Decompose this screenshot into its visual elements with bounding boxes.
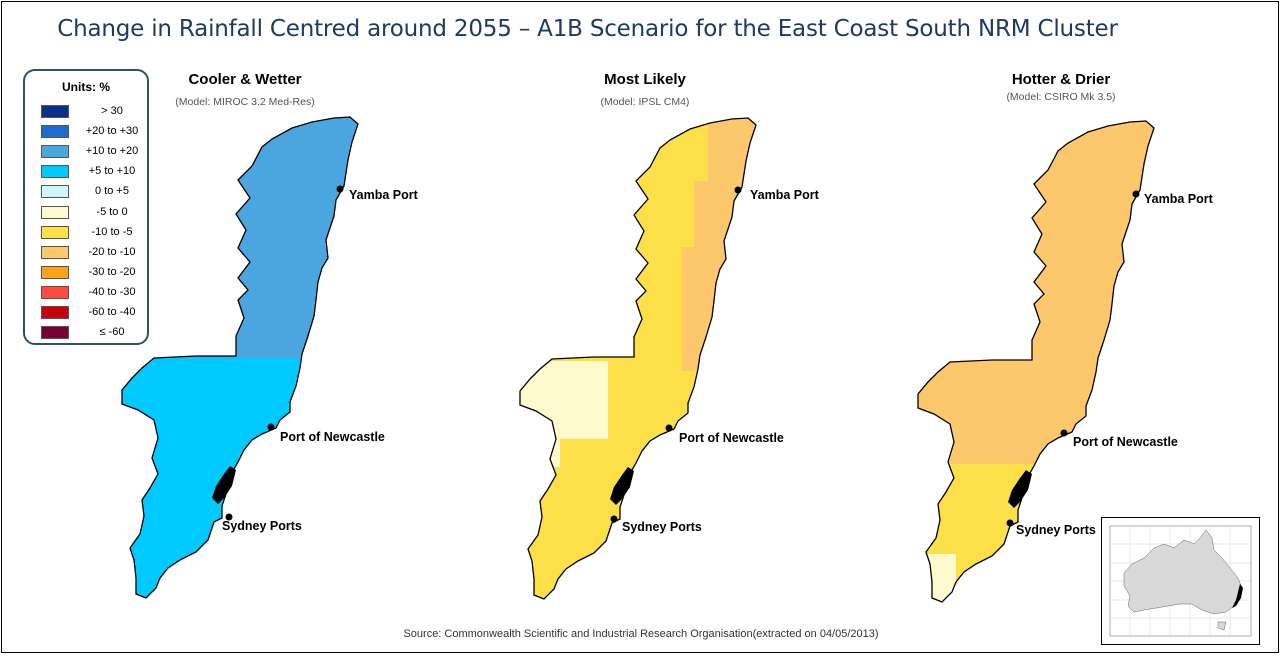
yamba-port-marker: [734, 186, 742, 194]
yamba-port-label: Yamba Port: [750, 188, 820, 202]
legend-label: -30 to -20: [88, 265, 136, 278]
legend-label: -60 to -40: [88, 306, 136, 318]
legend-item: ≤ -60: [41, 326, 146, 342]
estuary-shape: [610, 467, 634, 505]
sydney-port-marker: [610, 515, 618, 523]
newcastle-port-label: Port of Newcastle: [280, 430, 385, 444]
estuary-shape: [212, 466, 236, 504]
legend-label: +10 to +20: [85, 145, 139, 158]
legend-label: -10 to -5: [91, 225, 133, 238]
panel-2-subtitle: (Model: IPSL CM4): [600, 96, 690, 108]
panel-1-title: Cooler & Wetter: [188, 71, 302, 88]
legend-label: +20 to +30: [85, 125, 139, 138]
legend-item: -30 to -20: [41, 265, 146, 282]
legend-label: > 30: [101, 105, 123, 117]
estuary-shape: [1008, 470, 1032, 508]
region-tip-fill: [918, 554, 956, 602]
map-cooler-wetter: Yamba Port Port of Newcastle Sydney Port…: [121, 116, 419, 599]
newcastle-port-marker: [665, 424, 673, 432]
figure-title: Change in Rainfall Centred around 2055 –…: [57, 16, 1118, 42]
sydney-port-label: Sydney Ports: [222, 519, 302, 533]
sydney-port-marker: [1006, 519, 1014, 527]
legend-swatch: [41, 306, 69, 319]
yamba-port-marker: [336, 185, 344, 193]
region-north-fill: [122, 117, 358, 358]
australia-landmass: [1123, 529, 1243, 615]
yamba-port-label: Yamba Port: [1144, 192, 1214, 206]
legend-item: 0 to +5: [41, 185, 146, 201]
legend-swatch: [41, 326, 69, 340]
legend-label: -40 to -30: [88, 285, 136, 298]
cluster-highlight: [1232, 584, 1243, 608]
legend-swatch: [41, 245, 69, 259]
legend-swatch: [41, 105, 69, 118]
newcastle-port-label: Port of Newcastle: [679, 431, 784, 445]
legend-title: Units: %: [62, 80, 110, 94]
panel-3-subtitle: (Model: CSIRO Mk 3.5): [1006, 91, 1116, 103]
sydney-port-marker: [225, 513, 233, 521]
legend-swatch: [41, 205, 69, 219]
newcastle-port-marker: [1060, 429, 1068, 437]
australia-inset-map: [1101, 517, 1260, 645]
legend-item: -60 to -40: [41, 306, 146, 322]
legend-swatch: [41, 185, 69, 199]
legend-item: +5 to +10: [41, 165, 146, 181]
legend-item: +10 to +20: [41, 145, 146, 161]
legend-label: ≤ -60: [99, 326, 125, 339]
tasmania-landmass: [1217, 621, 1227, 631]
legend-swatch: [41, 145, 69, 159]
legend-item: -40 to -30: [41, 285, 146, 302]
sydney-port-label: Sydney Ports: [1016, 523, 1096, 537]
panel-3-title: Hotter & Drier: [1011, 71, 1111, 88]
panel-1-subtitle: (Model: MIROC 3.2 Med-Res): [175, 96, 315, 108]
legend-item: -10 to -5: [41, 225, 146, 242]
legend-label: +5 to +10: [88, 165, 136, 178]
legend-swatch: [41, 125, 69, 139]
yamba-port-marker: [1132, 190, 1140, 198]
legend-label: -5 to 0: [96, 205, 128, 218]
legend-label: 0 to +5: [95, 185, 129, 198]
legend-item: -5 to 0: [41, 205, 146, 222]
legend-swatch: [41, 165, 69, 179]
legend-item: > 30: [41, 105, 146, 121]
region-south-fill: [122, 358, 358, 598]
yamba-port-label: Yamba Port: [349, 188, 419, 202]
legend-swatch: [41, 285, 69, 299]
legend: Units: % > 30 +20 to +30 +10 to +20 +5 to +…: [23, 69, 149, 345]
legend-item: +20 to +30: [41, 125, 146, 141]
newcastle-port-label: Port of Newcastle: [1073, 435, 1178, 449]
map-most-likely: Yamba Port Port of Newcastle Sydney Port…: [519, 117, 820, 600]
legend-swatch: [41, 225, 69, 239]
source-caption: Source: Commonwealth Scientific and Indu…: [403, 628, 879, 640]
sydney-port-label: Sydney Ports: [622, 520, 702, 534]
newcastle-port-marker: [267, 423, 275, 431]
legend-swatch: [41, 265, 69, 279]
legend-item: -20 to -10: [41, 245, 146, 262]
panel-2-title: Most Likely: [604, 71, 686, 88]
legend-label: -20 to -10: [88, 245, 136, 258]
